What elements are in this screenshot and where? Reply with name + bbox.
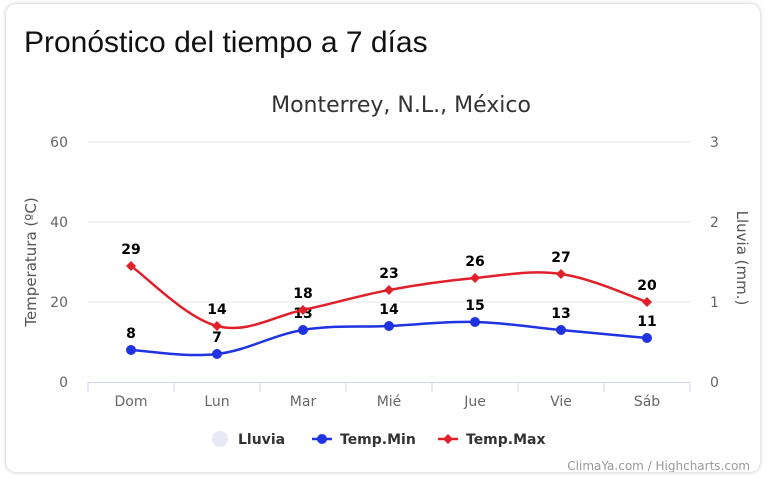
- forecast-card: Pronóstico del tiempo a 7 días Monterrey…: [6, 4, 760, 472]
- data-label-temp-min: 14: [379, 302, 399, 318]
- legend-symbol-temp-max[interactable]: [443, 434, 453, 444]
- point-temp-min[interactable]: [298, 325, 308, 335]
- legend-label-temp-min[interactable]: Temp.Min: [340, 432, 416, 448]
- y-left-axis-title: Temperatura (ºC): [22, 197, 40, 327]
- y-left-tick-label: 20: [50, 295, 68, 311]
- point-temp-max[interactable]: [556, 269, 566, 279]
- legend-label-temp-max[interactable]: Temp.Max: [466, 432, 546, 448]
- x-tick-label: Dom: [115, 394, 148, 410]
- y-right-axis-title: Lluvia (mm.): [733, 211, 751, 306]
- x-tick-label: Jue: [463, 394, 486, 410]
- point-temp-max[interactable]: [212, 321, 222, 331]
- data-label-temp-max: 20: [637, 278, 657, 294]
- x-tick-label: Mié: [377, 394, 402, 410]
- point-temp-min[interactable]: [212, 349, 222, 359]
- data-label-temp-min: 15: [465, 298, 484, 314]
- point-temp-max[interactable]: [470, 273, 480, 283]
- legend-symbol-temp-min[interactable]: [317, 434, 327, 444]
- x-tick-label: Sáb: [634, 394, 660, 410]
- data-label-temp-min: 13: [551, 306, 570, 322]
- point-temp-min[interactable]: [384, 321, 394, 331]
- point-temp-max[interactable]: [126, 261, 136, 271]
- y-right-tick-label: 2: [710, 215, 719, 231]
- data-label-temp-max: 29: [121, 242, 140, 258]
- point-temp-max[interactable]: [642, 297, 652, 307]
- data-label-temp-max: 14: [207, 302, 227, 318]
- legend-label-lluvia[interactable]: Lluvia: [238, 432, 285, 448]
- point-temp-min[interactable]: [126, 345, 136, 355]
- point-temp-min[interactable]: [556, 325, 566, 335]
- data-label-temp-max: 27: [551, 250, 570, 266]
- point-temp-max[interactable]: [298, 305, 308, 315]
- y-left-tick-label: 40: [50, 215, 68, 231]
- data-label-temp-max: 18: [293, 286, 312, 302]
- y-left-tick-label: 60: [50, 135, 68, 151]
- data-label-temp-min: 11: [637, 314, 656, 330]
- point-temp-min[interactable]: [470, 317, 480, 327]
- y-right-tick-label: 1: [710, 295, 719, 311]
- data-label-temp-min: 7: [212, 330, 222, 346]
- x-tick-label: Lun: [204, 394, 229, 410]
- data-label-temp-max: 26: [465, 254, 484, 270]
- data-label-temp-min: 8: [126, 326, 136, 342]
- chart-credits[interactable]: ClimaYa.com / Highcharts.com: [567, 459, 750, 472]
- y-left-tick-label: 0: [59, 375, 68, 391]
- x-tick-label: Mar: [290, 394, 317, 410]
- x-tick-label: Vie: [550, 394, 572, 410]
- y-right-tick-label: 0: [710, 375, 719, 391]
- point-temp-max[interactable]: [384, 285, 394, 295]
- y-right-tick-label: 3: [710, 135, 719, 151]
- data-label-temp-max: 23: [379, 266, 398, 282]
- chart-title: Monterrey, N.L., México: [271, 93, 531, 118]
- legend-symbol-lluvia[interactable]: [212, 431, 228, 447]
- page-title: Pronóstico del tiempo a 7 días: [24, 26, 428, 59]
- point-temp-min[interactable]: [642, 333, 652, 343]
